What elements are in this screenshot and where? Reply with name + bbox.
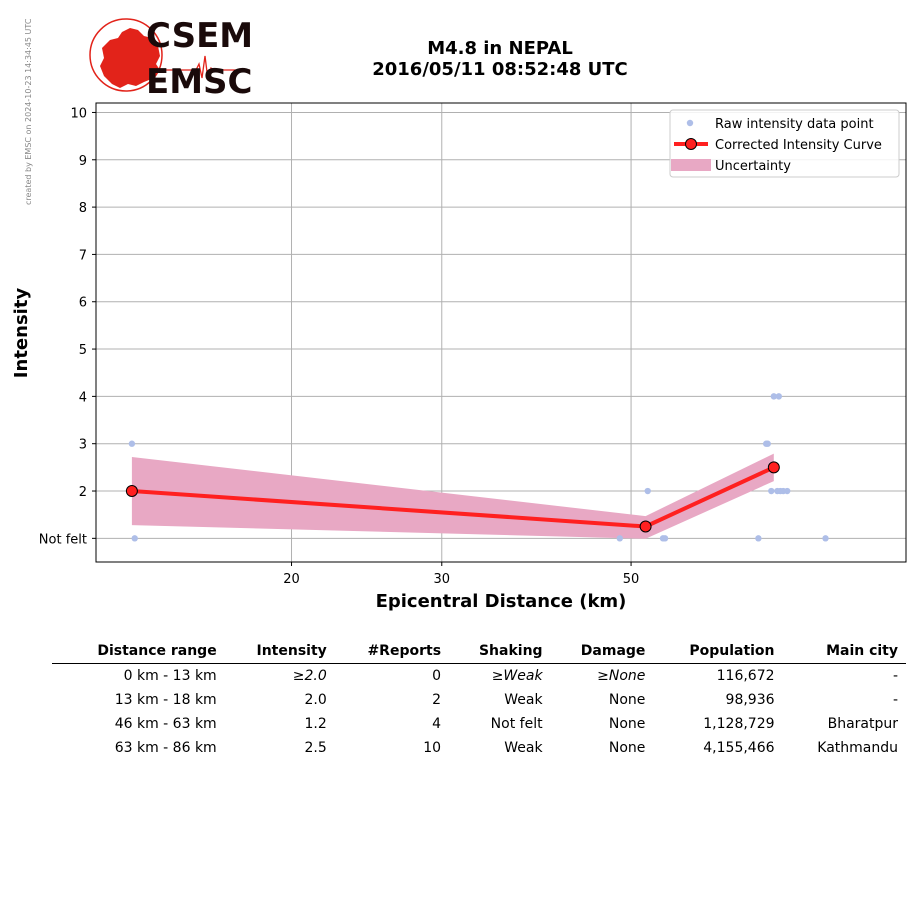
raw-intensity-point [822,535,829,542]
raw-intensity-point [661,535,669,542]
raw-points [128,393,829,542]
legend-label: Uncertainty [715,159,791,174]
raw-intensity-point [616,535,623,542]
cell-population: 116,672 [716,668,775,684]
table-row: 13 km - 18 km 2.0 2 Weak None 98,936 - [52,688,906,712]
cell-damage: None [608,692,646,708]
title-line-date: 2016/05/11 08:52:48 UTC [372,59,628,80]
cell-damage: None [608,716,646,732]
raw-intensity-point [644,487,651,495]
curve-marker [639,520,652,533]
logo-globe-outline [89,18,163,92]
col-header-distance: Distance range [52,640,225,664]
cell-reports: 0 [432,668,442,684]
legend-raw-point-swatch [686,119,694,127]
x-tick-label: 20 [283,572,300,587]
x-tick-label: 30 [433,572,450,587]
y-tick-label: 7 [79,248,87,263]
chart-title: M4.8 in NEPAL 2016/05/11 08:52:48 UTC [300,38,700,80]
col-header-population: Population [653,640,783,664]
raw-intensity-point [131,535,138,542]
cell-damage: ≥None [597,668,646,684]
table-row: 46 km - 63 km 1.2 4 Not felt None 1,128,… [52,712,906,736]
col-header-damage: Damage [550,640,654,664]
cell-intensity: 2.5 [304,740,327,756]
raw-intensity-point [128,440,136,447]
cell-city: - [892,668,898,684]
uncertainty-area [131,453,774,539]
emsc-logo: CSEM EMSC [89,18,253,98]
x-axis-label: Epicentral Distance (km) [376,591,627,612]
x-tick-label: 50 [623,572,640,587]
title-line-event: M4.8 in NEPAL [427,38,573,59]
cell-population: 4,155,466 [703,740,775,756]
table-row: 0 km - 13 km ≥2.0 0 ≥Weak ≥None 116,672 … [52,664,906,689]
logo-text-csem: CSEM [146,18,253,56]
cell-population: 98,936 [725,692,775,708]
y-tick-label: Not felt [39,532,87,547]
cell-distance: 46 km - 63 km [114,716,217,732]
raw-intensity-point [768,487,775,495]
cell-shaking: Not felt [490,716,543,732]
col-header-shaking: Shaking [449,640,551,664]
legend-box [669,109,900,178]
cell-intensity: 1.2 [304,716,327,732]
col-header-city: Main city [782,640,906,664]
cell-shaking: Weak [504,692,543,708]
col-header-reports: #Reports [334,640,450,664]
cell-shaking: ≥Weak [491,668,543,684]
legend-label: Raw intensity data point [715,117,874,132]
cell-distance: 63 km - 86 km [114,740,217,756]
y-tick-label: 9 [79,154,87,169]
intensity-table: Distance range Intensity #Reports Shakin… [52,640,906,760]
corrected-curve [125,461,780,533]
cell-intensity: 2.0 [304,692,327,708]
cell-damage: None [608,740,646,756]
curve-marker [767,461,780,474]
logo-europe-map [100,28,160,88]
cell-city: - [892,692,898,708]
logo-text-emsc: EMSC [146,62,253,98]
table-row: 63 km - 86 km 2.5 10 Weak None 4,155,466… [52,736,906,760]
raw-intensity-point [764,440,771,447]
cell-distance: 0 km - 13 km [123,668,217,684]
y-tick-label: 4 [79,390,87,405]
cell-city: Kathmandu [817,740,898,756]
legend-curve-marker-swatch [685,138,697,150]
plot-frame [95,102,907,563]
cell-reports: 2 [432,692,442,708]
cell-intensity: ≥2.0 [292,668,327,684]
curve-marker [125,485,138,498]
raw-intensity-point [775,393,783,400]
y-tick-label: 6 [79,296,87,311]
intensity-chart: Not felt 2 3 4 5 6 7 8 9 10 20 30 50 Raw intensity d… [11,102,907,612]
raw-intensity-point [770,393,778,400]
y-tick-label: 8 [79,201,87,216]
cell-distance: 13 km - 18 km [114,692,217,708]
raw-intensity-point [755,535,762,542]
cell-reports: 4 [432,716,442,732]
uncertainty-band [131,453,774,539]
legend: Raw intensity data point Corrected Intens… [669,109,900,178]
raw-intensity-point [783,487,791,495]
y-tick-label: 3 [79,438,87,453]
grid-lines [96,103,906,562]
y-tick-label: 10 [70,106,87,121]
col-header-intensity: Intensity [224,640,335,664]
logo-seismogram [148,55,250,81]
cell-city: Bharatpur [827,716,898,732]
legend-band-swatch [671,159,711,171]
y-tick-label: 5 [79,343,87,358]
legend-label: Corrected Intensity Curve [715,138,882,153]
cell-shaking: Weak [504,740,543,756]
table-header-row: Distance range Intensity #Reports Shakin… [52,640,906,664]
cell-reports: 10 [423,740,442,756]
y-axis-label: Intensity [11,288,32,379]
y-tick-label: 2 [79,485,87,500]
cell-population: 1,128,729 [703,716,775,732]
axis-ticks: Not felt 2 3 4 5 6 7 8 9 10 20 30 50 [39,106,640,587]
